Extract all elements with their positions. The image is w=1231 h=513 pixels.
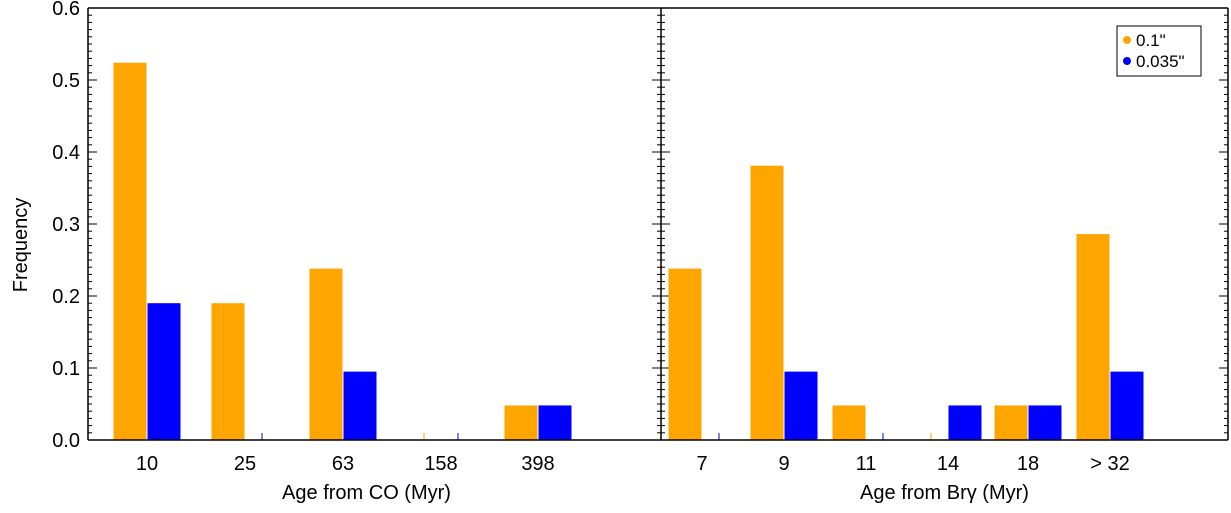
bar-orange	[504, 405, 538, 440]
y-tick-label: 0.4	[52, 142, 80, 164]
x-axis-label: Age from Brγ (Myr)	[860, 482, 1029, 504]
bar-blue	[1028, 405, 1062, 440]
bar-blue	[343, 371, 377, 440]
x-tick-label: 10	[136, 453, 158, 475]
legend: 0.1" 0.035"	[1116, 25, 1202, 77]
x-tick-label: 11	[856, 453, 877, 475]
x-tick-label: 25	[234, 453, 256, 475]
legend-label: 0.1"	[1136, 31, 1166, 50]
bar-orange	[309, 268, 343, 440]
y-tick-label: 0.2	[52, 286, 80, 308]
text-layer: 10 25 63 158 398 Age from CO (Myr) 7 9 11 14 18 > 3…	[10, 0, 1130, 504]
frame-layer	[87, 7, 1229, 441]
y-tick-label: 0.6	[52, 0, 80, 20]
x-tick-label: 158	[424, 453, 457, 475]
bar-orange	[113, 62, 147, 440]
y-tick-label: 0.0	[52, 430, 80, 452]
y-axis-label: Frequency	[10, 198, 32, 293]
bar-blue	[147, 303, 181, 440]
bar-orange	[668, 268, 702, 440]
x-tick-label: 7	[696, 453, 707, 475]
x-axis-label: Age from CO (Myr)	[282, 482, 451, 504]
y-tick-label: 0.5	[52, 70, 80, 92]
bars-layer	[113, 62, 1144, 440]
x-tick-label: 398	[521, 453, 554, 475]
x-tick-label: 63	[332, 453, 354, 475]
bar-orange	[832, 405, 866, 440]
bar-blue	[784, 371, 818, 440]
legend-label: 0.035"	[1136, 52, 1185, 71]
y-tick-label: 0.3	[52, 214, 80, 236]
bar-orange	[994, 405, 1028, 440]
bar-orange	[1076, 234, 1110, 440]
bar-orange	[750, 165, 784, 440]
y-tick-label: 0.1	[52, 358, 80, 380]
x-tick-label: 18	[1017, 453, 1039, 475]
x-tick-label: > 32	[1090, 453, 1129, 475]
x-tick-label: 14	[937, 453, 959, 475]
bar-orange	[211, 303, 245, 440]
bar-blue	[948, 405, 982, 440]
bar-blue	[538, 405, 572, 440]
legend-box	[1116, 25, 1202, 77]
bar-blue	[1110, 371, 1144, 440]
legend-swatch-blue	[1123, 57, 1131, 65]
x-tick-label: 9	[778, 453, 789, 475]
legend-swatch-orange	[1123, 36, 1131, 44]
axes-layer	[88, 7, 1228, 441]
